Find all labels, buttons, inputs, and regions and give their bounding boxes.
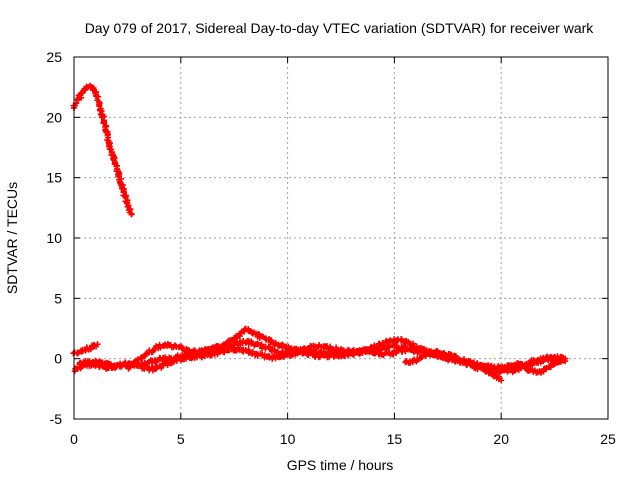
data-point-arc-e bbox=[550, 355, 557, 362]
y-tick-label: 25 bbox=[46, 49, 62, 65]
x-axis-label: GPS time / hours bbox=[287, 457, 394, 473]
data-point-arc-f bbox=[547, 364, 554, 371]
y-tick-label: 10 bbox=[46, 230, 62, 246]
plot-frame bbox=[73, 56, 609, 420]
x-tick-label: 10 bbox=[280, 431, 296, 447]
data-point-arc-c bbox=[233, 333, 240, 340]
data-point-arc-e bbox=[426, 351, 433, 358]
data-point-arc-a bbox=[94, 341, 101, 348]
x-tick-label: 15 bbox=[387, 431, 403, 447]
data-point-arc-c bbox=[156, 341, 163, 348]
data-point-arc-c bbox=[498, 377, 505, 384]
data-point-arc-c bbox=[191, 347, 198, 354]
data-point-arc-b bbox=[152, 359, 159, 366]
data-point-arc-d bbox=[407, 346, 414, 353]
data-point-arc-d bbox=[417, 349, 424, 356]
data-point-arc-d bbox=[249, 348, 256, 355]
chart-title: Day 079 of 2017, Sidereal Day-to-day VTE… bbox=[85, 20, 595, 36]
y-axis-label: SDTVAR / TECUs bbox=[4, 182, 20, 294]
data-point-arc-a bbox=[87, 345, 94, 352]
y-tick-label: 0 bbox=[54, 351, 62, 367]
data-point-early-arc bbox=[79, 89, 86, 96]
y-tick-label: 15 bbox=[46, 170, 62, 186]
data-point-arc-c bbox=[280, 342, 287, 349]
x-tick-label: 5 bbox=[177, 431, 185, 447]
data-point-early-arc bbox=[128, 210, 135, 217]
y-tick-label: -5 bbox=[50, 411, 63, 427]
data-point-arc-d bbox=[138, 362, 145, 369]
data-point-early-arc bbox=[95, 93, 102, 100]
data-point-arc-c bbox=[258, 333, 265, 340]
x-tick-label: 20 bbox=[493, 431, 509, 447]
y-tick-label: 20 bbox=[46, 109, 62, 125]
data-point-arc-c bbox=[279, 341, 286, 348]
data-points bbox=[70, 82, 569, 384]
y-tick-label: 5 bbox=[54, 290, 62, 306]
data-point-arc-c bbox=[379, 339, 386, 346]
data-point-arc-c bbox=[373, 344, 380, 351]
data-point-arc-f bbox=[558, 358, 565, 365]
data-point-arc-d bbox=[196, 351, 203, 358]
data-point-early-arc bbox=[99, 114, 106, 121]
x-tick-label: 0 bbox=[70, 431, 78, 447]
x-tick-label: 25 bbox=[600, 431, 616, 447]
axis-ticks: 0 5 10 15 20 25 -5 0 5 10 15 20 25 bbox=[46, 49, 616, 447]
